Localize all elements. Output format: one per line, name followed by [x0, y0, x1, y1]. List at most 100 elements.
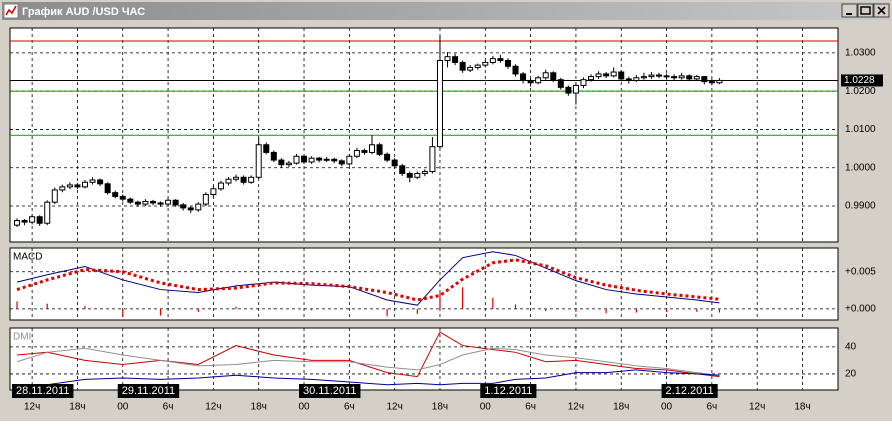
- candle-body: [376, 144, 383, 155]
- panel-title: DMI: [13, 332, 31, 343]
- candle-body: [588, 76, 595, 81]
- candle-body: [708, 81, 715, 84]
- candle-body: [640, 76, 647, 79]
- candle-body: [112, 192, 119, 197]
- y-tick-label: 20: [845, 369, 857, 380]
- candle-body: [187, 207, 194, 211]
- candle-body: [81, 181, 88, 188]
- candle-body: [618, 71, 625, 80]
- panel: [9, 327, 839, 391]
- candle-body: [278, 159, 285, 166]
- candle-body: [406, 172, 413, 178]
- candle-body: [368, 144, 375, 153]
- candle-body: [21, 220, 28, 223]
- candle-body: [157, 202, 164, 205]
- candle-body: [104, 183, 111, 194]
- x-tick-label: 18ч: [69, 402, 85, 413]
- candle-body: [217, 182, 224, 190]
- candle-body: [595, 73, 602, 78]
- indicator-line: [16, 258, 720, 302]
- x-tick-label: 6ч: [706, 402, 717, 413]
- candle-body: [180, 204, 187, 209]
- candle-body: [459, 61, 466, 71]
- indicator-line: [16, 251, 720, 306]
- y-tick-label: 1.0300: [845, 48, 876, 59]
- candle-body: [74, 184, 81, 188]
- date-label: 28.11.2011: [16, 385, 69, 397]
- minimize-button[interactable]: [841, 3, 858, 18]
- candle-body: [504, 60, 511, 67]
- indicator-line: [16, 331, 720, 378]
- candle-body: [663, 75, 670, 78]
- x-tick-label: 6ч: [163, 402, 174, 413]
- y-tick-label: 0.9900: [845, 201, 876, 212]
- indicator-line: [17, 369, 720, 386]
- candle-body: [497, 58, 504, 62]
- candle-body: [127, 198, 134, 203]
- x-tick-label: 00: [298, 402, 310, 413]
- candle-body: [436, 60, 443, 148]
- x-tick-label: 00: [480, 402, 492, 413]
- candle-body: [648, 74, 655, 78]
- x-tick-label: 18ч: [251, 402, 267, 413]
- close-button[interactable]: [873, 3, 890, 18]
- candle-body: [66, 184, 73, 188]
- candle-body: [467, 66, 474, 71]
- candle-body: [323, 158, 330, 161]
- candle-body: [444, 56, 451, 62]
- date-label: 1.12.2011: [484, 385, 532, 397]
- candle-body: [452, 56, 459, 63]
- candle-body: [414, 172, 421, 178]
- candle-body: [625, 78, 632, 81]
- candle-body: [399, 165, 406, 174]
- candle-body: [633, 77, 640, 81]
- candle-body: [482, 61, 489, 66]
- candle-body: [233, 176, 240, 180]
- candle-body: [565, 86, 572, 94]
- candle-body: [338, 160, 345, 165]
- x-tick-label: 18ч: [432, 402, 448, 413]
- x-tick-label: 6ч: [344, 402, 355, 413]
- candle-body: [202, 194, 209, 205]
- candle-body: [346, 155, 353, 165]
- date-label-box: [480, 384, 537, 398]
- candle-body: [610, 71, 617, 77]
- maximize-button[interactable]: [857, 3, 874, 18]
- candle-body: [489, 58, 496, 63]
- candle-body: [29, 216, 36, 223]
- x-tick-label: 00: [661, 402, 673, 413]
- candle-body: [557, 79, 564, 88]
- candle-body: [119, 195, 126, 200]
- candle-body: [421, 171, 428, 174]
- panel-title: MACD: [13, 252, 42, 263]
- candle-body: [527, 79, 534, 84]
- window-icon: [3, 3, 19, 19]
- candle-body: [542, 72, 549, 79]
- candle-body: [210, 188, 217, 196]
- candle-body: [172, 199, 179, 206]
- y-tick-label: 1.0200: [845, 86, 876, 97]
- candle-body: [240, 176, 247, 183]
- candle-body: [353, 150, 360, 157]
- date-label: 29.11.2011: [122, 385, 175, 397]
- y-tick-label: 1.0100: [845, 124, 876, 135]
- candle-body: [51, 189, 58, 203]
- candle-body: [550, 72, 557, 81]
- candle-body: [572, 84, 579, 94]
- candle-body: [316, 157, 323, 161]
- y-tick-label: +0.000: [845, 304, 876, 315]
- candle-body: [89, 179, 96, 183]
- candle-body: [603, 73, 610, 77]
- panel: [9, 247, 839, 321]
- candle-body: [255, 144, 262, 178]
- x-tick-label: 6ч: [525, 402, 536, 413]
- x-tick-label: 18ч: [613, 402, 629, 413]
- candle-body: [686, 75, 693, 80]
- candle-body: [97, 179, 104, 185]
- indicator-line: [16, 347, 720, 376]
- x-tick-label: 00: [117, 402, 129, 413]
- x-tick-label: 12ч: [568, 402, 584, 413]
- candle-body: [391, 159, 398, 167]
